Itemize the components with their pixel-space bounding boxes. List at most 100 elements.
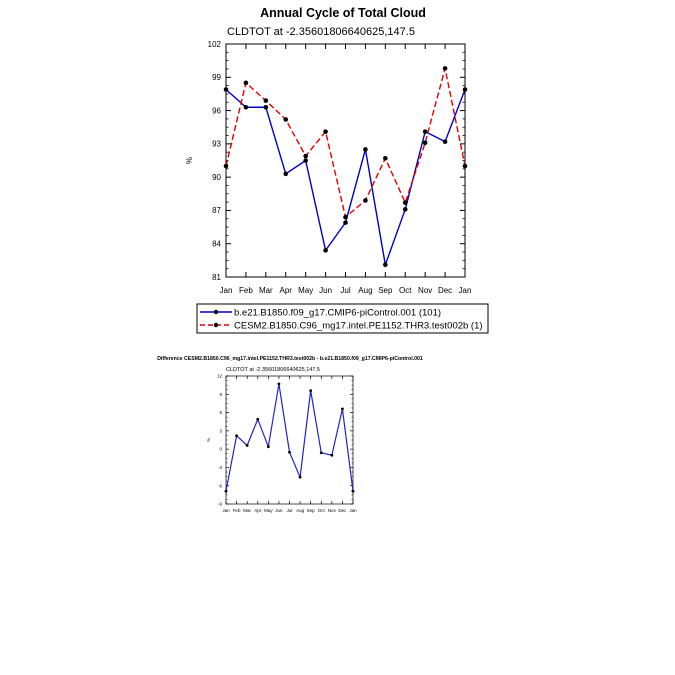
main-xtick-label: Dec [438, 286, 452, 295]
main-xtick-label: Jan [459, 286, 472, 295]
main-series1-point [343, 220, 348, 225]
main-series1-point [402, 207, 408, 212]
diff-series1-point [256, 417, 260, 421]
main-plot-frame [225, 43, 466, 278]
diff-series1-point [224, 489, 228, 493]
main-xtick-label: Aug [358, 286, 372, 295]
main-series2-point [243, 80, 249, 86]
main-series2-point [223, 163, 229, 169]
main-series1-point [363, 147, 368, 152]
main-xtick-label: Jan [220, 286, 233, 295]
main-ytick-label: 81 [212, 273, 221, 282]
main-series1-point [442, 139, 448, 144]
main-xtick-label: Jun [319, 286, 332, 295]
main-series2-point [283, 117, 289, 122]
diff-series1-point [277, 382, 281, 386]
main-ytick-label: 99 [212, 73, 221, 82]
diff-ytick-label: -6 [218, 483, 222, 488]
legend-marker-series1 [213, 309, 219, 315]
diff-xtick-label: Jul [287, 508, 293, 513]
main-series2-point [402, 200, 408, 205]
diff-ytick-label: 6 [219, 410, 222, 415]
diff-ytick-label: -3 [218, 465, 222, 470]
diff-xtick-label: Jan [349, 508, 357, 513]
main-series1-point [422, 129, 428, 134]
diff-series1-point [266, 445, 270, 449]
main-ytick-label: 93 [212, 140, 221, 149]
main-series1-point [323, 248, 328, 253]
main-series2-point [303, 153, 308, 159]
diff-series1-point [309, 389, 313, 393]
diff-chart-subtitle: CLDTOT at -2.35601806640625,147.5 [226, 367, 320, 373]
main-series2-point [263, 98, 269, 103]
legend-box [196, 303, 489, 334]
main-ytick-label: 84 [212, 240, 221, 249]
diff-series1-point [330, 453, 334, 457]
diff-xtick-label: Apr [254, 508, 262, 513]
main-xtick-label: Apr [280, 286, 293, 295]
main-series2-point [343, 214, 348, 220]
diff-ytick-label: 9 [219, 392, 222, 397]
main-series-line-2 [225, 67, 466, 218]
diff-xtick-label: Oct [318, 508, 326, 513]
legend-label-series2: CESM2.B1850.C96_mg17.intel.PE1152.THR3.t… [234, 321, 483, 332]
main-series1-point [263, 104, 269, 110]
legend: b.e21.B1850.f09_g17.CMIP6-piControl.001 … [196, 303, 489, 334]
chart-subtitle: CLDTOT at -2.35601806640625,147.5 [227, 26, 415, 38]
diff-ytick-label: 12 [217, 374, 223, 379]
main-series2-point [422, 140, 428, 146]
legend-label-series1: b.e21.B1850.f09_g17.CMIP6-piControl.001 … [234, 308, 441, 319]
main-ylabel: % [185, 157, 194, 164]
main-xtick-label: Nov [418, 286, 432, 295]
main-series2-point [383, 155, 388, 161]
main-xtick-label: Jul [340, 286, 350, 295]
main-ytick-label: 102 [208, 40, 222, 49]
diff-xtick-label: Mar [243, 508, 251, 513]
main-series-line-1 [225, 88, 466, 266]
diff-series1-point [341, 407, 344, 411]
main-xtick-label: Oct [399, 286, 412, 295]
diff-series1-point [319, 451, 323, 455]
chart-title: Annual Cycle of Total Cloud [260, 6, 426, 20]
legend-marker-series2 [213, 322, 219, 328]
diff-xtick-label: Dec [338, 508, 347, 513]
diff-xtick-label: Feb [233, 508, 241, 513]
diff-plot-frame [225, 375, 354, 505]
main-series2-point [363, 198, 368, 203]
diff-xtick-label: Jan [222, 508, 230, 513]
main-series1-point [243, 104, 249, 110]
diff-series-line-1 [225, 383, 354, 492]
diff-ytick-label: 3 [219, 428, 222, 433]
main-xtick-label: May [298, 286, 313, 295]
main-series2-point [462, 163, 468, 169]
diff-chart-title: Difference CESM2.B1850.C96_mg17.intel.PE… [157, 356, 423, 362]
main-series2-point [442, 66, 448, 71]
diff-xtick-label: Sep [307, 508, 316, 513]
diff-series1-point [298, 475, 302, 479]
diff-ytick-label: -9 [218, 502, 222, 507]
main-series1-point [303, 158, 308, 163]
main-series1-point [462, 87, 468, 92]
diff-xtick-label: Nov [328, 508, 337, 513]
main-plot: 81 84 87 90 93 96 99 102 Jan Feb Mar Apr May Jun Jul Au… [185, 40, 471, 295]
main-ytick-label: 87 [212, 206, 221, 215]
main-xtick-label: Sep [378, 286, 393, 295]
diff-xtick-label: May [264, 508, 273, 513]
main-series1-point [223, 87, 229, 92]
diff-xtick-label: Aug [296, 508, 305, 513]
main-ytick-label: 90 [212, 173, 221, 182]
diff-series1-point [351, 489, 355, 493]
main-xtick-label: Mar [259, 286, 273, 295]
diff-series1-point [288, 450, 291, 454]
diff-series1-point [235, 434, 238, 438]
main-series2-point [323, 129, 328, 134]
main-series1-point [283, 171, 289, 177]
main-series1-point [383, 262, 388, 268]
diff-ytick-label: 0 [219, 447, 222, 452]
main-xtick-label: Feb [239, 286, 253, 295]
main-ytick-label: 96 [212, 106, 221, 115]
diff-xtick-label: Jun [275, 508, 283, 513]
diff-ylabel: % [206, 438, 211, 442]
